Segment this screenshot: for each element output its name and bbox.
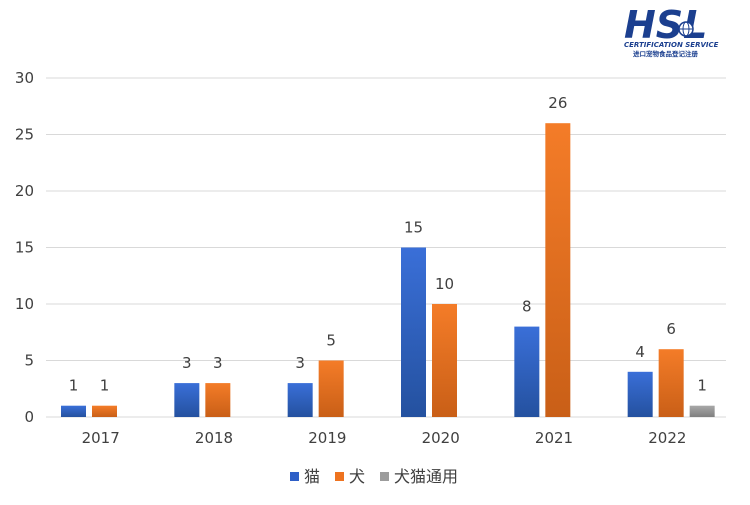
bar-dog-2017 [92,405,117,417]
bar-dog-2018 [205,383,231,417]
bar-dog-2021 [545,123,571,417]
logo-caption: 进口宠物食品登记注册 [633,49,699,58]
legend-swatch-dog [335,472,344,481]
y-tick-label: 30 [15,69,34,87]
bar-shared-2022 [689,405,715,417]
bar-cat-2018 [174,383,200,417]
bar-dog-2019 [318,360,344,417]
data-label-cat-2018: 3 [182,354,192,372]
data-label-dog-2021: 26 [548,94,567,112]
data-label-cat-2017: 1 [69,377,79,395]
legend: 猫 犬 犬猫通用 [290,467,458,486]
legend-label-shared: 犬猫通用 [394,467,458,486]
logo-brand: HSL [624,3,707,47]
data-label-shared-2022: 1 [697,377,707,395]
x-tick-label: 2021 [535,429,573,447]
data-label-cat-2021: 8 [522,298,532,316]
y-tick-label: 5 [24,352,34,370]
bar-cat-2022 [627,371,653,417]
y-tick-label: 25 [15,126,34,144]
x-tick-label: 2020 [422,429,460,447]
y-tick-label: 10 [15,295,34,313]
legend-swatch-cat [290,472,299,481]
y-tick-label: 20 [15,182,34,200]
data-label-cat-2022: 4 [635,343,645,361]
data-label-dog-2020: 10 [435,275,454,293]
legend-label-dog: 犬 [349,467,365,486]
hsl-logo: HSL CERTIFICATION SERVICE 进口宠物食品登记注册 [624,3,719,58]
y-tick-label: 15 [15,239,34,257]
y-axis-ticks: 0 5 10 15 20 25 30 [15,69,34,426]
x-tick-label: 2017 [82,429,120,447]
x-axis-ticks: 2017 2018 2019 2020 2021 2022 [82,429,687,447]
x-tick-label: 2022 [648,429,686,447]
data-label-dog-2019: 5 [326,332,336,350]
legend-label-cat: 猫 [304,467,320,486]
y-tick-label: 0 [24,408,34,426]
bar-dog-2020 [432,304,457,417]
data-label-cat-2020: 15 [404,219,423,237]
bar-cat-2017 [61,405,86,417]
legend-swatch-shared [380,472,389,481]
x-tick-label: 2019 [308,429,346,447]
logo-subtitle: CERTIFICATION SERVICE [624,41,719,49]
data-label-dog-2022: 6 [666,320,676,338]
globe-icon [678,21,694,37]
data-label-dog-2017: 1 [100,377,110,395]
data-label-dog-2018: 3 [213,354,223,372]
data-label-cat-2019: 3 [295,354,305,372]
x-tick-label: 2018 [195,429,233,447]
bar-cat-2019 [287,383,313,417]
bar-cat-2021 [514,326,540,417]
bar-cat-2020 [401,247,426,417]
gridlines [46,77,726,418]
data-labels: 1 1 3 3 3 5 15 10 8 26 4 6 1 [69,94,707,395]
bars [61,123,715,417]
bar-dog-2022 [658,349,684,417]
